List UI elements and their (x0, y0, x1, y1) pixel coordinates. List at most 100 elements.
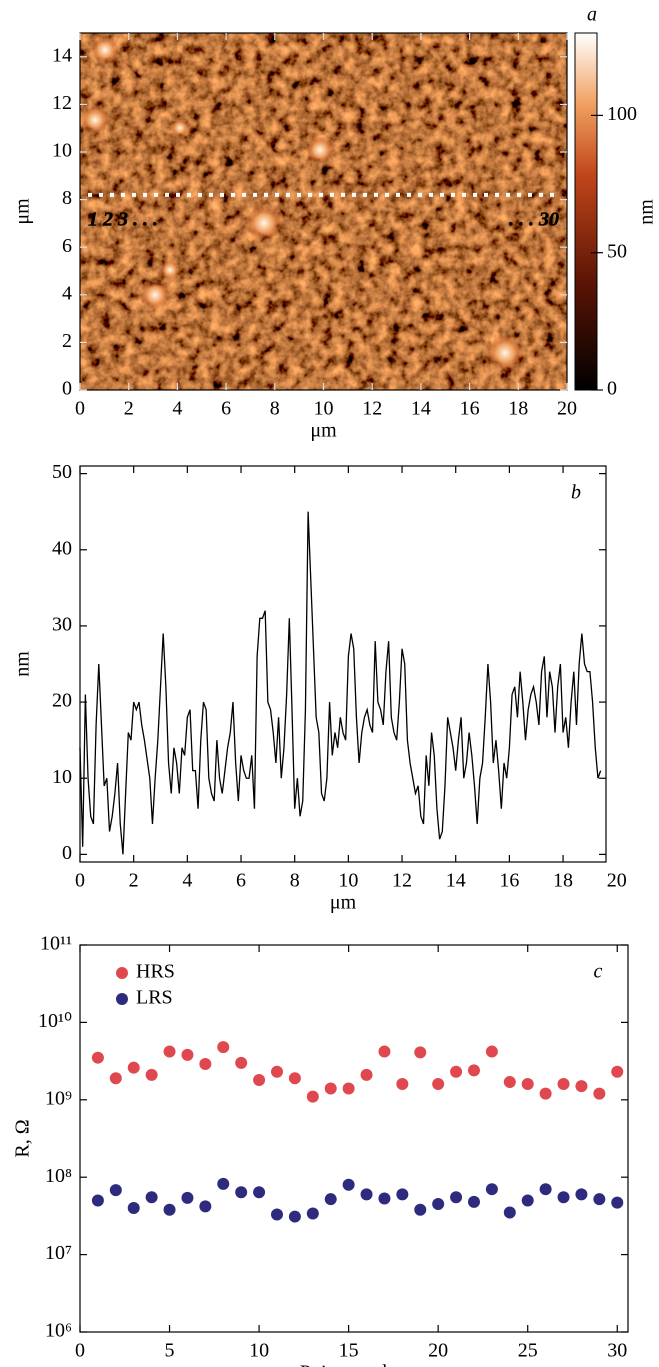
y-tick-label: 50 (52, 461, 72, 483)
legend-label: LRS (136, 987, 173, 1009)
data-point (593, 1087, 606, 1100)
data-point (163, 1203, 176, 1216)
x-tick-label: 8 (290, 870, 300, 892)
data-point (199, 1200, 212, 1213)
x-tick-label: 10 (249, 1340, 269, 1362)
x-tick-label: 5 (165, 1340, 175, 1362)
data-point (575, 1080, 588, 1093)
x-tick-label: 0 (75, 398, 85, 420)
data-point (396, 1188, 409, 1201)
x-tick-label: 30 (607, 1340, 627, 1362)
data-point (324, 1193, 337, 1206)
x-tick-label: 20 (557, 398, 577, 420)
data-point (145, 1068, 158, 1081)
data-point (91, 1051, 104, 1064)
y-tick-label: 14 (52, 44, 72, 66)
y-tick-label: 8 (62, 187, 72, 209)
colorbar-tick-label: 50 (607, 240, 627, 262)
data-point (109, 1072, 122, 1085)
data-point (467, 1195, 480, 1208)
data-point (253, 1186, 266, 1199)
y-tick-label: 10¹⁰ (38, 1010, 72, 1032)
legend-marker (116, 967, 128, 979)
x-tick-label: 15 (339, 1340, 359, 1362)
data-point (235, 1186, 248, 1199)
data-point (593, 1193, 606, 1206)
x-tick-label: 4 (172, 398, 182, 420)
data-point (485, 1183, 498, 1196)
data-point (575, 1188, 588, 1201)
panel-label: c (594, 961, 603, 983)
x-tick-label: 12 (362, 398, 382, 420)
y-tick-label: 10 (52, 766, 72, 788)
annotation: 1 2 3 . . . (88, 208, 158, 230)
legend-marker (116, 993, 128, 1005)
y-tick-label: 10 (52, 140, 72, 162)
data-point (145, 1191, 158, 1204)
data-point (217, 1041, 230, 1054)
data-point (450, 1065, 463, 1078)
x-tick-label: 0 (75, 870, 85, 892)
x-tick-label: 2 (124, 398, 134, 420)
y-tick-label: 12 (52, 92, 72, 114)
data-point (253, 1074, 266, 1087)
data-point (217, 1177, 230, 1190)
y-tick-label: 0 (62, 378, 72, 400)
y-tick-label: 10⁹ (45, 1087, 72, 1109)
data-point (396, 1078, 409, 1091)
x-tick-label: 20 (428, 1340, 448, 1362)
data-point (521, 1078, 534, 1091)
data-point (324, 1082, 337, 1095)
data-point (270, 1208, 283, 1221)
y-tick-label: 10⁸ (45, 1165, 72, 1187)
data-point (270, 1065, 283, 1078)
data-point (503, 1206, 516, 1219)
data-point (127, 1061, 140, 1074)
data-point (342, 1082, 355, 1095)
colorbar-label: nm (636, 199, 658, 225)
x-tick-label: 4 (182, 870, 192, 892)
data-point (288, 1210, 301, 1223)
data-line (79, 511, 602, 855)
x-tick-label: 0 (75, 1340, 85, 1362)
data-point (557, 1078, 570, 1091)
y-tick-label: 40 (52, 537, 72, 559)
data-point (360, 1068, 373, 1081)
colorbar (574, 32, 598, 391)
data-point (378, 1192, 391, 1205)
y-tick-label: 4 (62, 282, 72, 304)
data-point (181, 1191, 194, 1204)
data-point (288, 1072, 301, 1085)
x-tick-label: 25 (518, 1340, 538, 1362)
x-tick-label: 14 (446, 870, 466, 892)
x-tick-label: 8 (270, 398, 280, 420)
y-axis-label: R, Ω (12, 1119, 34, 1157)
data-point (414, 1046, 427, 1059)
x-tick-label: 10 (338, 870, 358, 892)
data-point (235, 1056, 248, 1069)
colorbar-tick-label: 100 (607, 103, 637, 125)
x-tick-label: 10 (314, 398, 334, 420)
y-tick-label: 20 (52, 690, 72, 712)
data-point (539, 1183, 552, 1196)
data-point (557, 1191, 570, 1204)
data-point (109, 1184, 122, 1197)
x-tick-label: 14 (411, 398, 431, 420)
y-tick-label: 10¹¹ (40, 933, 72, 955)
data-point (503, 1075, 516, 1088)
data-point (539, 1087, 552, 1100)
data-point (306, 1090, 319, 1103)
x-tick-label: 2 (129, 870, 139, 892)
x-tick-label: 12 (392, 870, 412, 892)
x-tick-label: 18 (553, 870, 573, 892)
data-point (127, 1202, 140, 1215)
data-point (378, 1045, 391, 1058)
y-tick-label: 30 (52, 614, 72, 636)
data-point (163, 1045, 176, 1058)
data-point (199, 1058, 212, 1071)
data-point (485, 1045, 498, 1058)
data-point (611, 1196, 624, 1209)
x-tick-label: 18 (508, 398, 528, 420)
x-tick-label: 16 (460, 398, 480, 420)
x-tick-label: 20 (607, 870, 627, 892)
